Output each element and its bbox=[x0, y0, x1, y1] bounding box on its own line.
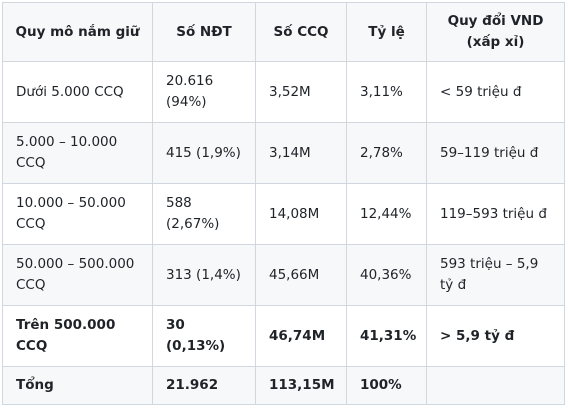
total-investor-count: 21.962 bbox=[152, 366, 256, 405]
holding-distribution-table: Quy mô nắm giữ Số NĐT Số CCQ Tỷ lệ Quy đ… bbox=[2, 2, 565, 405]
header-investor-count: Số NĐT bbox=[152, 2, 256, 62]
cell-investor-count: 415 (1,9%) bbox=[152, 122, 256, 184]
cell-vnd-equivalent: 593 triệu – 5,9 tỷ đ bbox=[426, 244, 565, 306]
header-unit-count: Số CCQ bbox=[255, 2, 347, 62]
cell-ratio: 2,78% bbox=[346, 122, 427, 184]
table-row: Trên 500.000 CCQ 30 (0,13%) 46,74M 41,31… bbox=[2, 305, 565, 367]
total-unit-count: 113,15M bbox=[255, 366, 347, 405]
table-body: Dưới 5.000 CCQ 20.616 (94%) 3,52M 3,11% … bbox=[2, 61, 565, 405]
table-row: Dưới 5.000 CCQ 20.616 (94%) 3,52M 3,11% … bbox=[2, 61, 565, 123]
cell-vnd-equivalent: 59–119 triệu đ bbox=[426, 122, 565, 184]
total-vnd-equivalent bbox=[426, 366, 565, 405]
cell-holding-scale: Trên 500.000 CCQ bbox=[2, 305, 153, 367]
cell-holding-scale: 10.000 – 50.000 CCQ bbox=[2, 183, 153, 245]
cell-unit-count: 14,08M bbox=[255, 183, 347, 245]
cell-investor-count: 588 (2,67%) bbox=[152, 183, 256, 245]
cell-vnd-equivalent: > 5,9 tỷ đ bbox=[426, 305, 565, 367]
header-ratio: Tỷ lệ bbox=[346, 2, 427, 62]
cell-investor-count: 313 (1,4%) bbox=[152, 244, 256, 306]
cell-ratio: 40,36% bbox=[346, 244, 427, 306]
header-vnd-equivalent: Quy đổi VND (xấp xỉ) bbox=[426, 2, 565, 62]
table-row: 50.000 – 500.000 CCQ 313 (1,4%) 45,66M 4… bbox=[2, 244, 565, 306]
table-header: Quy mô nắm giữ Số NĐT Số CCQ Tỷ lệ Quy đ… bbox=[2, 2, 565, 62]
cell-holding-scale: 5.000 – 10.000 CCQ bbox=[2, 122, 153, 184]
cell-unit-count: 46,74M bbox=[255, 305, 347, 367]
cell-ratio: 41,31% bbox=[346, 305, 427, 367]
cell-unit-count: 3,52M bbox=[255, 61, 347, 123]
cell-ratio: 12,44% bbox=[346, 183, 427, 245]
table-row: 10.000 – 50.000 CCQ 588 (2,67%) 14,08M 1… bbox=[2, 183, 565, 245]
header-row: Quy mô nắm giữ Số NĐT Số CCQ Tỷ lệ Quy đ… bbox=[2, 2, 565, 62]
cell-investor-count: 30 (0,13%) bbox=[152, 305, 256, 367]
cell-vnd-equivalent: 119–593 triệu đ bbox=[426, 183, 565, 245]
table-row: 5.000 – 10.000 CCQ 415 (1,9%) 3,14M 2,78… bbox=[2, 122, 565, 184]
total-row: Tổng 21.962 113,15M 100% bbox=[2, 366, 565, 405]
total-label: Tổng bbox=[2, 366, 153, 405]
cell-investor-count: 20.616 (94%) bbox=[152, 61, 256, 123]
total-ratio: 100% bbox=[346, 366, 427, 405]
cell-unit-count: 3,14M bbox=[255, 122, 347, 184]
cell-vnd-equivalent: < 59 triệu đ bbox=[426, 61, 565, 123]
cell-ratio: 3,11% bbox=[346, 61, 427, 123]
cell-holding-scale: Dưới 5.000 CCQ bbox=[2, 61, 153, 123]
cell-unit-count: 45,66M bbox=[255, 244, 347, 306]
header-holding-scale: Quy mô nắm giữ bbox=[2, 2, 153, 62]
cell-holding-scale: 50.000 – 500.000 CCQ bbox=[2, 244, 153, 306]
